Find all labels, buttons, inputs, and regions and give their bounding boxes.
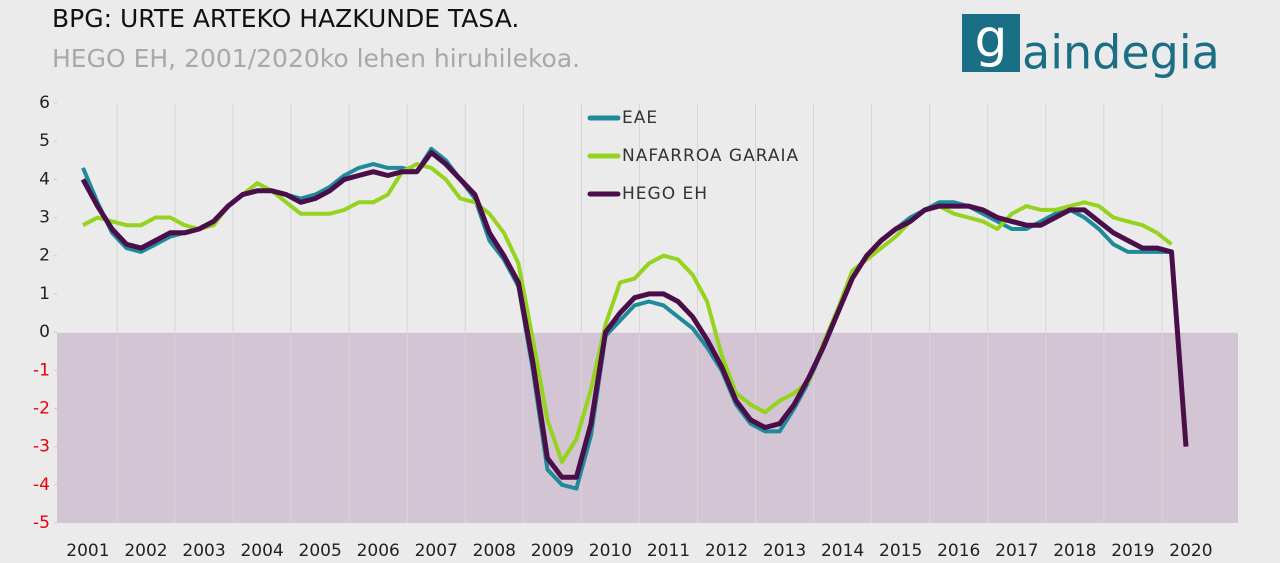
chart-title: BPG: URTE ARTEKO HAZKUNDE TASA. bbox=[52, 4, 519, 33]
x-tick-label: 2005 bbox=[299, 541, 342, 561]
x-tick-label: 2017 bbox=[995, 541, 1038, 561]
x-tick-label: 2002 bbox=[124, 541, 167, 561]
x-tick-label: 2012 bbox=[705, 541, 748, 561]
y-tick-label: 4 bbox=[39, 169, 50, 189]
logo-box bbox=[962, 14, 1020, 72]
y-tick-label: -3 bbox=[33, 437, 50, 457]
x-tick-label: 2006 bbox=[357, 541, 400, 561]
y-tick-label: 5 bbox=[39, 131, 50, 151]
logo: g aindegia bbox=[962, 9, 1220, 80]
y-tick-label: 2 bbox=[39, 246, 50, 266]
y-tick-label: 6 bbox=[39, 93, 50, 113]
chart-subtitle: HEGO EH, 2001/2020ko lehen hiruhilekoa. bbox=[52, 44, 580, 73]
x-tick-label: 2007 bbox=[415, 541, 458, 561]
negative-area bbox=[57, 332, 1238, 523]
x-tick-label: 2001 bbox=[66, 541, 109, 561]
x-tick-label: 2015 bbox=[879, 541, 922, 561]
x-tick-label: 2009 bbox=[531, 541, 574, 561]
y-tick-label: 0 bbox=[39, 322, 50, 342]
x-tick-label: 2018 bbox=[1053, 541, 1096, 561]
x-tick-label: 2003 bbox=[182, 541, 225, 561]
x-tick-label: 2016 bbox=[937, 541, 980, 561]
y-tick-label: 3 bbox=[39, 208, 50, 228]
legend-label: NAFARROA GARAIA bbox=[622, 146, 799, 166]
x-tick-label: 2014 bbox=[821, 541, 864, 561]
x-tick-label: 2011 bbox=[647, 541, 690, 561]
y-tick-label: -1 bbox=[33, 360, 50, 380]
x-tick-label: 2013 bbox=[763, 541, 806, 561]
x-tick-label: 2008 bbox=[473, 541, 516, 561]
x-tick-label: 2019 bbox=[1111, 541, 1154, 561]
x-tick-label: 2004 bbox=[240, 541, 283, 561]
logo-mark: g bbox=[974, 9, 1007, 69]
legend-label: EAE bbox=[622, 108, 658, 128]
y-tick-label: -5 bbox=[33, 513, 50, 533]
series-line bbox=[82, 162, 1173, 464]
y-tick-label: 1 bbox=[39, 284, 50, 304]
x-tick-label: 2020 bbox=[1169, 541, 1212, 561]
y-tick-label: -2 bbox=[33, 398, 50, 418]
series-line bbox=[80, 150, 1189, 480]
x-tick-label: 2010 bbox=[589, 541, 632, 561]
y-tick-label: -4 bbox=[33, 475, 50, 495]
legend-label: HEGO EH bbox=[622, 184, 708, 204]
logo-text: aindegia bbox=[1022, 26, 1220, 80]
